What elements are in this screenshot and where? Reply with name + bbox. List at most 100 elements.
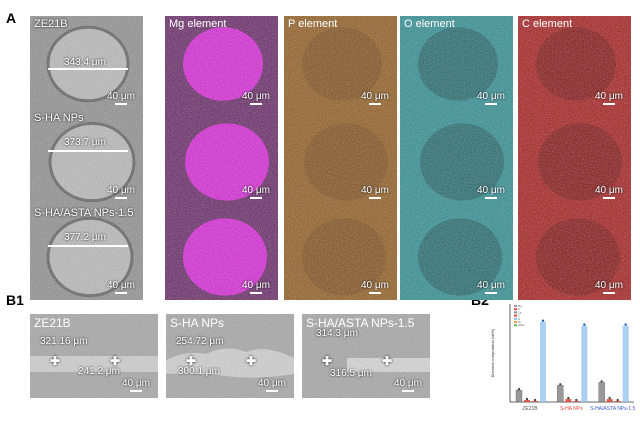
scale-bar: 40 μm xyxy=(258,378,286,392)
legend-entry: Zn xyxy=(518,320,522,324)
bar-c xyxy=(573,401,580,402)
scale-bar: 40 μm xyxy=(242,280,270,294)
data-point xyxy=(541,319,545,322)
legend-entry: C xyxy=(518,314,520,318)
bar-p xyxy=(606,399,613,402)
legend-swatch xyxy=(514,311,517,314)
data-point xyxy=(608,396,611,400)
sample-label: S-HA NPs xyxy=(170,316,225,330)
legend-swatch xyxy=(514,324,517,327)
thickness-measurement-bottom: 241.2 μm xyxy=(78,366,120,377)
p-element-map: 40 μm xyxy=(284,110,397,205)
sem-image: S-HA NPs 373.7 μm 40 μm xyxy=(30,110,143,205)
panel-letter-a: A xyxy=(6,10,17,26)
legend-entry: O xyxy=(518,317,520,321)
composition-bar-chart: Element composition (wt%) ZE21B S-HA NPs S-… xyxy=(490,304,635,412)
thickness-measurement-top: 314.3 μm xyxy=(316,328,358,339)
marker-cross-icon: ✚ xyxy=(110,354,121,368)
mg-element-map: Mg element 40 μm xyxy=(165,16,278,111)
o-element-map: 40 μm xyxy=(400,110,513,205)
bar-ca xyxy=(557,385,564,403)
scale-bar: 40 μm xyxy=(477,280,505,294)
c-element-map: 40 μm xyxy=(518,110,631,205)
mg-element-map: 40 μm xyxy=(165,205,278,300)
c-element-map: 40 μm xyxy=(518,205,631,300)
scale-bar: 40 μm xyxy=(122,378,150,392)
data-point xyxy=(600,380,603,383)
scale-bar: 40 μm xyxy=(477,185,505,199)
data-point xyxy=(575,398,578,402)
c-element-map: C element 40 μm xyxy=(518,16,631,111)
bar-p xyxy=(524,400,530,402)
o-element-map: 40 μm xyxy=(400,205,513,300)
element-label: C element xyxy=(522,18,573,30)
bar-o xyxy=(540,321,546,402)
panel-letter-b1: B1 xyxy=(6,292,24,308)
bar-c xyxy=(614,401,621,402)
data-point xyxy=(559,383,562,386)
scale-bar: 40 μm xyxy=(107,185,135,199)
scale-bar: 40 μm xyxy=(242,185,270,199)
thickness-measurement-top: 254.72 μm xyxy=(176,336,224,347)
sample-label: ZE21B xyxy=(34,18,68,30)
legend-entry: Other xyxy=(518,323,525,327)
scale-bar: 40 μm xyxy=(595,185,623,199)
cross-section-sem-image: S-HA/ASTA NPs-1.5 314.3 μm 316.5 μm ✚ ✚ 40 μm xyxy=(302,314,430,398)
data-point xyxy=(567,396,570,400)
element-label: P element xyxy=(288,18,338,30)
legend-entry: Mg xyxy=(518,304,522,308)
mg-element-map: 40 μm xyxy=(165,110,278,205)
sample-label: S-HA/ASTA NPs-1.5 xyxy=(34,207,134,219)
diameter-line xyxy=(48,245,128,247)
bar-o xyxy=(581,325,588,402)
category-label: S-HA/ASTA NPs-1.5 xyxy=(590,406,635,412)
category-label: ZE21B xyxy=(522,406,538,412)
diameter-measurement: 343.4 μm xyxy=(64,57,106,68)
p-element-map: 40 μm xyxy=(284,205,397,300)
marker-cross-icon: ✚ xyxy=(322,354,333,368)
thickness-measurement-bottom: 300.1 μm xyxy=(178,366,220,377)
sample-label: S-HA NPs xyxy=(34,112,84,124)
marker-cross-icon: ✚ xyxy=(50,354,61,368)
data-point xyxy=(525,397,529,401)
scale-bar: 40 μm xyxy=(107,280,135,294)
element-label: Mg element xyxy=(169,18,227,30)
marker-cross-icon: ✚ xyxy=(382,354,393,368)
cross-section-sem-image: ZE21B 321.16 μm 241.2 μm ✚ ✚ 40 μm xyxy=(30,314,158,398)
scale-bar: 40 μm xyxy=(242,91,270,105)
scale-bar: 40 μm xyxy=(361,91,389,105)
legend-entry: P xyxy=(518,307,520,311)
bar-c xyxy=(532,401,538,402)
marker-cross-icon: ✚ xyxy=(186,354,197,368)
data-point xyxy=(624,323,627,326)
data-point xyxy=(517,388,521,391)
y-axis-label: Element composition (wt%) xyxy=(490,328,495,377)
legend-swatch xyxy=(514,308,517,311)
bar-ca xyxy=(598,382,605,403)
scale-bar: 40 μm xyxy=(107,91,135,105)
legend-swatch xyxy=(514,305,517,307)
cross-section-sem-image: S-HA NPs 254.72 μm 300.1 μm ✚ ✚ 40 μm xyxy=(166,314,294,398)
scale-bar: 40 μm xyxy=(394,378,422,392)
bar-o xyxy=(622,325,629,402)
diameter-measurement: 377.2 μm xyxy=(64,232,106,243)
diameter-line xyxy=(48,150,128,152)
legend-swatch xyxy=(514,314,517,317)
legend-entry: Ca xyxy=(518,310,522,314)
thickness-measurement-bottom: 316.5 μm xyxy=(330,368,372,379)
bar-ca xyxy=(515,390,523,403)
data-point xyxy=(616,398,619,402)
marker-cross-icon: ✚ xyxy=(246,354,257,368)
scale-bar: 40 μm xyxy=(595,280,623,294)
sem-image: ZE21B 343.4 μm 40 μm xyxy=(30,16,143,111)
sample-label: S-HA/ASTA NPs-1.5 xyxy=(306,316,415,330)
thickness-measurement-top: 321.16 μm xyxy=(40,336,88,347)
scale-bar: 40 μm xyxy=(477,91,505,105)
legend-swatch xyxy=(514,321,517,323)
legend-swatch xyxy=(514,317,517,320)
category-label: S-HA NPs xyxy=(560,406,583,412)
bar-p xyxy=(565,399,572,402)
scale-bar: 40 μm xyxy=(595,91,623,105)
scale-bar: 40 μm xyxy=(361,185,389,199)
element-label: O element xyxy=(404,18,455,30)
